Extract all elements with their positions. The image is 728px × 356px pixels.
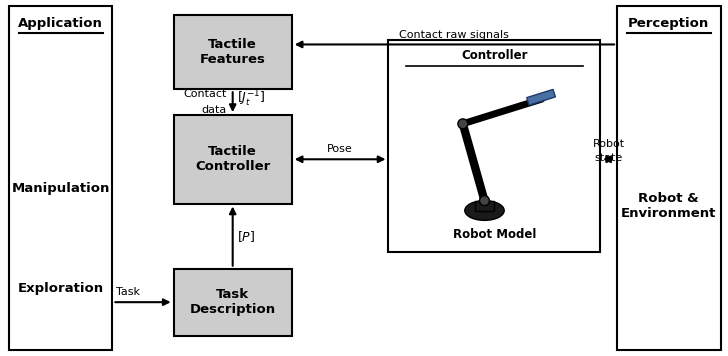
Text: Tactile
Features: Tactile Features xyxy=(199,38,266,66)
Bar xyxy=(527,89,555,105)
Text: Robot Model: Robot Model xyxy=(453,228,536,241)
Text: $[J_t^{-1}]$: $[J_t^{-1}]$ xyxy=(237,89,265,109)
Bar xyxy=(173,115,292,204)
Ellipse shape xyxy=(464,201,505,220)
Text: Perception: Perception xyxy=(628,17,709,30)
Text: Pose: Pose xyxy=(328,144,353,155)
Text: Tactile
Controller: Tactile Controller xyxy=(195,145,270,173)
Text: Application: Application xyxy=(18,17,103,30)
Text: Robot: Robot xyxy=(593,140,625,150)
Text: Manipulation: Manipulation xyxy=(12,182,110,195)
Bar xyxy=(173,15,292,89)
Circle shape xyxy=(480,196,489,206)
Text: Exploration: Exploration xyxy=(17,282,104,295)
Text: Contact: Contact xyxy=(183,89,227,99)
Text: data: data xyxy=(202,105,227,115)
Bar xyxy=(9,6,112,350)
Circle shape xyxy=(458,119,467,129)
Text: state: state xyxy=(595,153,622,163)
Text: $[P]$: $[P]$ xyxy=(237,229,255,244)
Bar xyxy=(617,6,721,350)
Bar xyxy=(173,269,292,336)
Text: Task
Description: Task Description xyxy=(189,288,276,316)
Bar xyxy=(475,201,494,210)
Text: Robot &
Environment: Robot & Environment xyxy=(621,192,716,220)
Text: Task: Task xyxy=(116,287,141,297)
Text: Contact raw signals: Contact raw signals xyxy=(400,30,510,40)
Text: Controller: Controller xyxy=(461,49,528,62)
Bar xyxy=(389,40,601,252)
